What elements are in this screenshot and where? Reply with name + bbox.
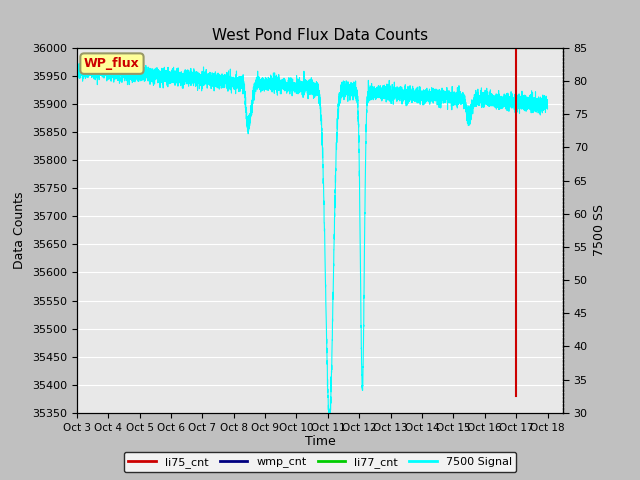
Y-axis label: 7500 SS: 7500 SS: [593, 204, 606, 256]
Text: WP_flux: WP_flux: [84, 57, 140, 70]
Y-axis label: Data Counts: Data Counts: [13, 192, 26, 269]
X-axis label: Time: Time: [305, 435, 335, 448]
Legend: li75_cnt, wmp_cnt, li77_cnt, 7500 Signal: li75_cnt, wmp_cnt, li77_cnt, 7500 Signal: [124, 452, 516, 472]
Title: West Pond Flux Data Counts: West Pond Flux Data Counts: [212, 28, 428, 43]
